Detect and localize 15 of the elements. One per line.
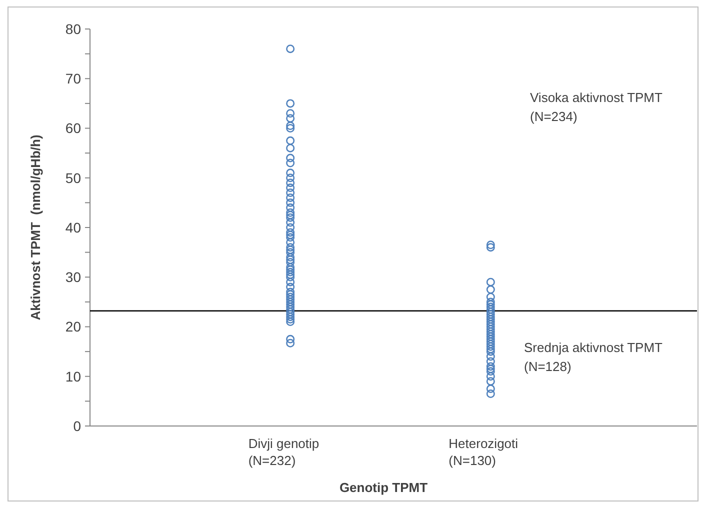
y-tick-label: 50 [65, 170, 82, 186]
y-tick-label: 80 [65, 20, 82, 37]
x-tick-label: Divji genotip (N=232) [248, 436, 320, 468]
y-axis-title: Aktivnost TPMT (nmol/gHb/h) [28, 134, 43, 320]
y-tick-label: 60 [65, 120, 82, 136]
y-tick-label: 30 [65, 269, 82, 286]
y-tick-label: 40 [65, 219, 82, 236]
y-tick-label: 70 [65, 70, 82, 87]
y-tick-label: 0 [73, 418, 82, 434]
annotation: Visoka aktivnost TPMT (N=234) [530, 90, 663, 124]
y-tick-label: 20 [65, 318, 82, 335]
y-tick-label: 10 [65, 368, 82, 384]
x-axis-title: Genotip TPMT [339, 480, 428, 495]
x-tick-label: Heterozigoti (N=130) [448, 436, 518, 468]
annotation: Srednja aktivnost TPMT (N=128) [524, 340, 663, 374]
